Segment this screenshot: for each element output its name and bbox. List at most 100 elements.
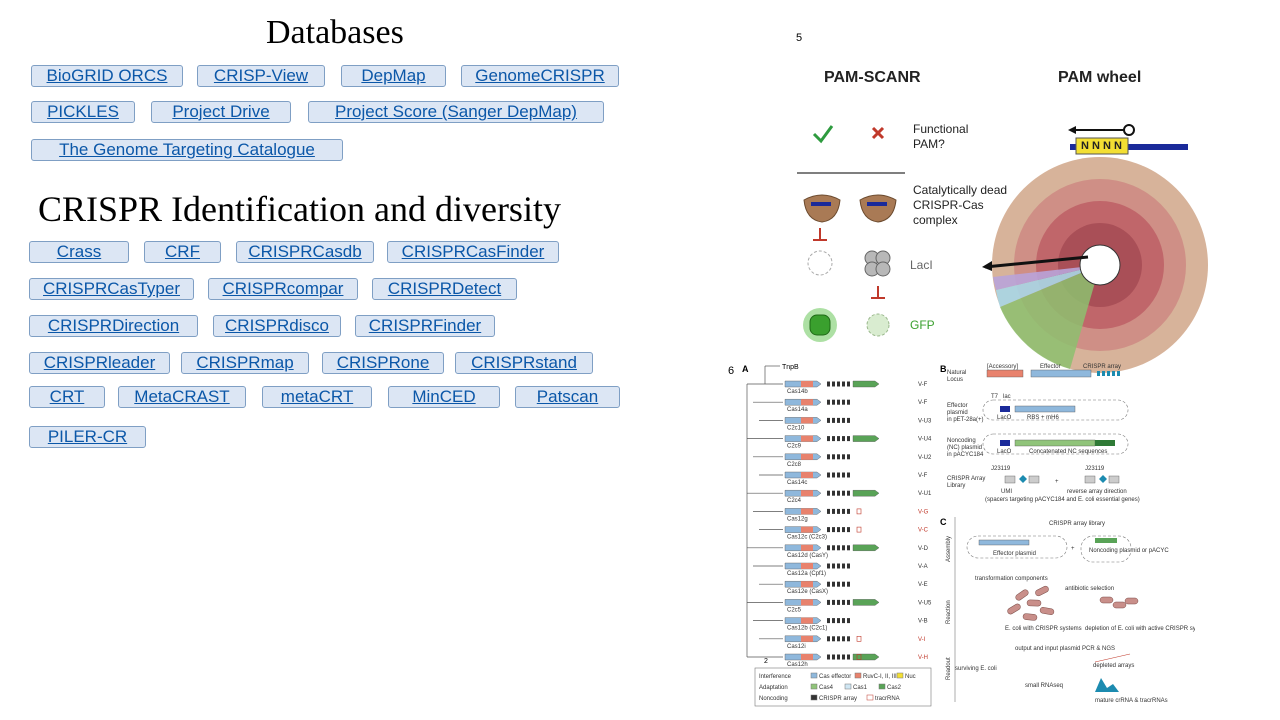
spacer-diamond	[1099, 475, 1107, 483]
db-link-pickles[interactable]: PICKLES	[31, 101, 135, 123]
svg-text:(spacers targeting pACYC184 an: (spacers targeting pACYC184 and E. coli …	[985, 497, 1140, 503]
gene-label: Cas12g	[787, 516, 808, 522]
db-link-genomecrispr[interactable]: GenomeCRISPR	[461, 65, 619, 87]
crispr-link-minced[interactable]: MinCED	[388, 386, 500, 408]
figure6-panel-a: Cas14b V-F Cas14a V-F C2c10 V-U3 C2c9 V-U4 C2c8 V…	[746, 365, 932, 707]
crispr-link-crisprcastyper[interactable]: CRISPRCasTyper	[29, 278, 194, 300]
panel-c-stage-label: Readout	[946, 657, 952, 680]
nc-plasmid	[982, 433, 1129, 455]
panel-b-row-label: CRISPR Array Library	[947, 476, 985, 489]
legend-item: Cas2	[887, 685, 902, 691]
crispr-array-repeat	[1117, 371, 1120, 376]
locus-row: Cas12e (CasX) V-E	[759, 581, 928, 595]
crispr-link-crisprdetect[interactable]: CRISPRDetect	[372, 278, 517, 300]
locus-row: C2c4 V-U1	[747, 490, 932, 504]
subtype-label: V-G	[918, 509, 929, 515]
effector-plasmid	[982, 399, 1129, 421]
svg-text:transformation components: transformation components	[975, 576, 1048, 582]
legend-item: Cas1	[853, 685, 868, 691]
effector-gene	[978, 539, 1030, 546]
crispr-link-crisprone[interactable]: CRISPRone	[322, 352, 444, 374]
nc-sequences-end	[1095, 440, 1115, 446]
pam-construct	[1068, 124, 1188, 155]
subtype-label: V-U1	[918, 491, 932, 497]
svg-text:LacO: LacO	[997, 415, 1012, 421]
effector-plasmid-c	[966, 535, 1068, 559]
svg-text:Effector: Effector	[1040, 364, 1061, 370]
panel-b-row-label: Effector plasmid in pET-28a(+)	[947, 403, 984, 423]
subtype-label: V-U4	[918, 437, 932, 443]
bacterium-icon	[1124, 597, 1139, 605]
crispr-link-crisprdirection[interactable]: CRISPRDirection	[29, 315, 198, 337]
subtype-label: V-E	[918, 582, 928, 588]
crispr-link-metacrast[interactable]: MetaCRAST	[118, 386, 246, 408]
pam-scanr-diagram	[797, 124, 1208, 373]
bacterium-icon	[1026, 599, 1042, 607]
cas-complex-icon	[803, 194, 841, 223]
db-link-project-drive[interactable]: Project Drive	[151, 101, 291, 123]
crispr-link-crisprdisco[interactable]: CRISPRdisco	[213, 315, 341, 337]
bacterium-icon	[1039, 607, 1055, 615]
crispr-link-crisprcasfinder[interactable]: CRISPRCasFinder	[387, 241, 559, 263]
figure5-number: 5	[796, 32, 803, 44]
dr-box	[1084, 475, 1096, 484]
crispr-link-crisprleader[interactable]: CRISPRleader	[29, 352, 170, 374]
db-link-biogrid-orcs[interactable]: BioGRID ORCS	[31, 65, 183, 87]
svg-text:Concatenated NC sequences: Concatenated NC sequences	[1029, 449, 1107, 455]
crispr-link-patscan[interactable]: Patscan	[515, 386, 620, 408]
legend-item: RuvC-I, II, III	[863, 674, 897, 680]
db-link-depmap[interactable]: DepMap	[341, 65, 446, 87]
crispr-link-crisprmap[interactable]: CRISPRmap	[181, 352, 309, 374]
subtype-label: V-F	[918, 382, 928, 388]
gene-label: Cas14c	[787, 480, 807, 486]
db-link-crisp-view[interactable]: CRISP-View	[197, 65, 325, 87]
laci-icon	[864, 250, 891, 277]
crispr-link-crisprfinder[interactable]: CRISPRFinder	[355, 315, 495, 337]
subtype-label: V-H	[918, 655, 928, 661]
panel-b-row-label: Natural Locus	[947, 370, 966, 383]
db-link-genome-targeting-catalogue[interactable]: The Genome Targeting Catalogue	[31, 139, 343, 161]
bacterium-icon	[1112, 601, 1127, 609]
laco-box	[1000, 440, 1010, 446]
svg-text:T7: T7	[991, 394, 999, 400]
subtype-label: V-F	[918, 473, 928, 479]
panel-b-label: B	[940, 364, 947, 374]
spacer-diamond	[1019, 475, 1027, 483]
pam-scanr-title: PAM-SCANR	[824, 69, 921, 86]
crispr-link-crt[interactable]: CRT	[29, 386, 105, 408]
bacterium-icon	[1099, 596, 1114, 604]
crispr-link-crass[interactable]: Crass	[29, 241, 129, 263]
gene-label: C2c8	[787, 462, 802, 468]
gene-label: C2c9	[787, 444, 802, 450]
locus-row: Cas14b V-F	[747, 380, 928, 395]
svg-text:reverse array direction: reverse array direction	[1067, 489, 1127, 495]
pam-wheel	[982, 157, 1208, 373]
subtype-label: V-A	[918, 564, 928, 570]
noncoding-plasmid-c	[1080, 535, 1132, 563]
svg-text:depleted arrays: depleted arrays	[1093, 663, 1134, 669]
svg-text:Adaptation: Adaptation	[759, 685, 788, 691]
crispr-link-crisprcasdb[interactable]: CRISPRCasdb	[236, 241, 374, 263]
gene-label: Cas12e (CasX)	[787, 589, 828, 595]
panel-c-label: C	[940, 517, 947, 527]
accessory-gene	[986, 369, 1024, 378]
subtype-label: V-F	[918, 400, 928, 406]
db-link-project-score[interactable]: Project Score (Sanger DepMap)	[308, 101, 604, 123]
crispr-link-metacrt[interactable]: metaCRT	[262, 386, 372, 408]
svg-text:+: +	[1055, 479, 1059, 485]
gene-label: Cas12b (C2c1)	[787, 626, 827, 632]
crispr-link-crisprstand[interactable]: CRISPRstand	[455, 352, 593, 374]
locus-row: Cas14c V-F	[759, 471, 928, 486]
crispr-array-repeat	[1102, 371, 1105, 376]
locus-row: Cas12a (Cpf1) V-A	[753, 562, 928, 577]
depletion-line	[1094, 653, 1131, 663]
effector-gene	[1030, 369, 1092, 378]
crispr-link-piler-cr[interactable]: PILER-CR	[29, 426, 146, 448]
crispr-link-crisprcompar[interactable]: CRISPRcompar	[208, 278, 358, 300]
check-icon	[812, 125, 834, 144]
subtype-label: V-C	[918, 528, 929, 534]
bacterium-icon	[1035, 585, 1049, 597]
crispr-link-crf[interactable]: CRF	[144, 241, 221, 263]
svg-text:Interference: Interference	[759, 674, 792, 680]
svg-text:[Accessory]: [Accessory]	[987, 364, 1018, 370]
